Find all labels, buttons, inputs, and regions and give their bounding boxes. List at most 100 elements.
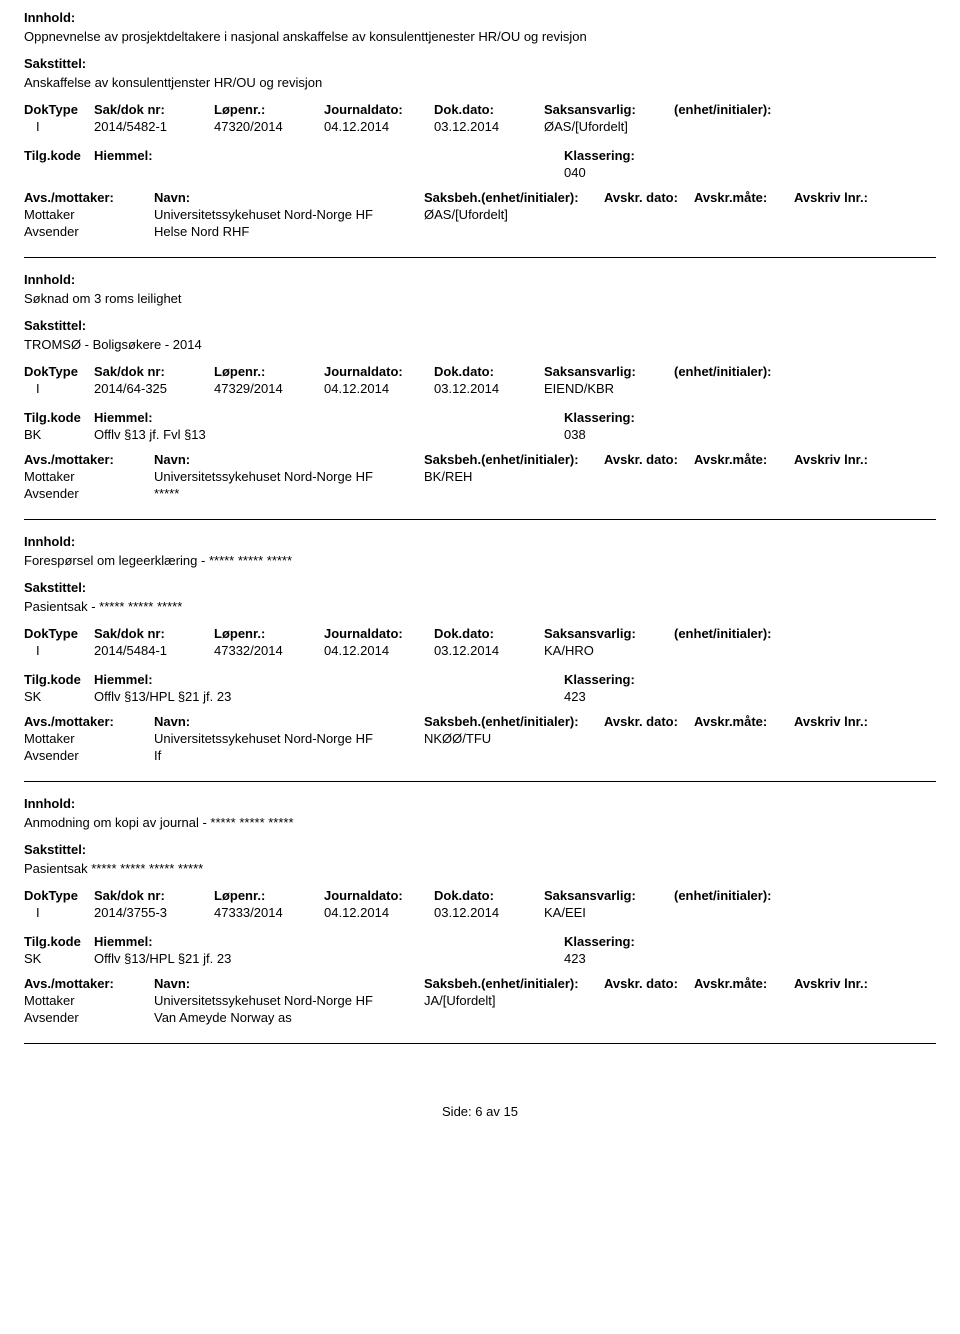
- mottaker-navn: Universitetssykehuset Nord-Norge HF: [154, 731, 424, 746]
- avs-mottaker-header: Avs./mottaker: Navn: Saksbeh.(enhet/init…: [24, 452, 936, 467]
- mottaker-row: Mottaker Universitetssykehuset Nord-Norg…: [24, 469, 936, 484]
- col-enhetinitialer: (enhet/initialer):: [674, 102, 834, 117]
- val-doktype: I: [24, 643, 94, 658]
- col-journaldato: Journaldato:: [324, 626, 434, 641]
- tilg-value-row: 040: [24, 165, 936, 180]
- val-tilgkode: SK: [24, 689, 94, 704]
- avsender-navn: If: [154, 748, 424, 763]
- avs-mottaker-header: Avs./mottaker: Navn: Saksbeh.(enhet/init…: [24, 976, 936, 991]
- val-klassering: 040: [564, 165, 936, 180]
- val-sakdoknr: 2014/5484-1: [94, 643, 214, 658]
- col-doktype: DokType: [24, 626, 94, 641]
- mottaker-label: Mottaker: [24, 469, 154, 484]
- val-saksansvarlig: EIEND/KBR: [544, 381, 674, 396]
- col-journaldato: Journaldato:: [324, 102, 434, 117]
- sakstittel-text: Pasientsak ***** ***** ***** *****: [24, 861, 936, 876]
- avsender-label: Avsender: [24, 1010, 154, 1025]
- sakstittel-label: Sakstittel:: [24, 56, 936, 71]
- entry-divider: [24, 1043, 936, 1044]
- innhold-text: Forespørsel om legeerklæring - ***** ***…: [24, 553, 936, 568]
- val-hjemmel: Offlv §13/HPL §21 jf. 23: [94, 689, 424, 704]
- journal-entry: Innhold: Søknad om 3 roms leilighet Saks…: [24, 272, 936, 501]
- entry-divider: [24, 781, 936, 782]
- col-avsmottaker: Avs./mottaker:: [24, 452, 154, 467]
- col-dokdato: Dok.dato:: [434, 626, 544, 641]
- meta-header-row: DokType Sak/dok nr: Løpenr.: Journaldato…: [24, 888, 936, 903]
- avsender-navn: *****: [154, 486, 424, 501]
- val-dokdato: 03.12.2014: [434, 643, 544, 658]
- mottaker-saksbeh: ØAS/[Ufordelt]: [424, 207, 604, 222]
- col-lopenr: Løpenr.:: [214, 364, 324, 379]
- avsender-row: Avsender If: [24, 748, 936, 763]
- footer-sep: av: [486, 1104, 500, 1119]
- val-doktype: I: [24, 381, 94, 396]
- val-doktype: I: [24, 119, 94, 134]
- col-lopenr: Løpenr.:: [214, 888, 324, 903]
- col-avskrivlnr: Avskriv lnr.:: [794, 976, 894, 991]
- col-navn: Navn:: [154, 452, 424, 467]
- journal-entry: Innhold: Forespørsel om legeerklæring - …: [24, 534, 936, 763]
- hjemmel-label: Hiemmel:: [94, 672, 424, 687]
- col-avskrmate: Avskr.måte:: [694, 714, 794, 729]
- tilg-value-row: BK Offlv §13 jf. Fvl §13 038: [24, 427, 936, 442]
- innhold-text: Anmodning om kopi av journal - ***** ***…: [24, 815, 936, 830]
- avsender-label: Avsender: [24, 224, 154, 239]
- tilgkode-label: Tilg.kode: [24, 410, 94, 425]
- val-klassering: 038: [564, 427, 936, 442]
- col-journaldato: Journaldato:: [324, 364, 434, 379]
- val-lopenr: 47333/2014: [214, 905, 324, 920]
- val-saksansvarlig: KA/HRO: [544, 643, 674, 658]
- val-hjemmel: Offlv §13/HPL §21 jf. 23: [94, 951, 424, 966]
- col-avskrmate: Avskr.måte:: [694, 976, 794, 991]
- val-sakdoknr: 2014/64-325: [94, 381, 214, 396]
- sakstittel-text: TROMSØ - Boligsøkere - 2014: [24, 337, 936, 352]
- col-saksbeh: Saksbeh.(enhet/initialer):: [424, 452, 604, 467]
- mottaker-saksbeh: JA/[Ufordelt]: [424, 993, 604, 1008]
- innhold-label: Innhold:: [24, 10, 936, 25]
- mottaker-label: Mottaker: [24, 731, 154, 746]
- tilg-header-row: Tilg.kode Hiemmel: Klassering:: [24, 148, 936, 163]
- col-journaldato: Journaldato:: [324, 888, 434, 903]
- val-lopenr: 47332/2014: [214, 643, 324, 658]
- meta-value-row: I 2014/5482-1 47320/2014 04.12.2014 03.1…: [24, 119, 936, 134]
- avsender-row: Avsender *****: [24, 486, 936, 501]
- col-saksbeh: Saksbeh.(enhet/initialer):: [424, 190, 604, 205]
- tilg-value-row: SK Offlv §13/HPL §21 jf. 23 423: [24, 951, 936, 966]
- col-dokdato: Dok.dato:: [434, 888, 544, 903]
- mottaker-row: Mottaker Universitetssykehuset Nord-Norg…: [24, 207, 936, 222]
- avs-mottaker-header: Avs./mottaker: Navn: Saksbeh.(enhet/init…: [24, 190, 936, 205]
- klassering-label: Klassering:: [564, 934, 936, 949]
- val-tilgkode: BK: [24, 427, 94, 442]
- mottaker-saksbeh: NKØØ/TFU: [424, 731, 604, 746]
- innhold-text: Søknad om 3 roms leilighet: [24, 291, 936, 306]
- val-hjemmel: [94, 165, 424, 180]
- innhold-text: Oppnevnelse av prosjektdeltakere i nasjo…: [24, 29, 936, 44]
- avsender-navn: Helse Nord RHF: [154, 224, 424, 239]
- col-avskrdato: Avskr. dato:: [604, 452, 694, 467]
- col-saksansvarlig: Saksansvarlig:: [544, 102, 674, 117]
- tilg-value-row: SK Offlv §13/HPL §21 jf. 23 423: [24, 689, 936, 704]
- meta-value-row: I 2014/5484-1 47332/2014 04.12.2014 03.1…: [24, 643, 936, 658]
- col-avskrmate: Avskr.måte:: [694, 452, 794, 467]
- col-avskrmate: Avskr.måte:: [694, 190, 794, 205]
- tilgkode-label: Tilg.kode: [24, 672, 94, 687]
- sakstittel-text: Pasientsak - ***** ***** *****: [24, 599, 936, 614]
- col-avskrdato: Avskr. dato:: [604, 976, 694, 991]
- meta-value-row: I 2014/3755-3 47333/2014 04.12.2014 03.1…: [24, 905, 936, 920]
- klassering-label: Klassering:: [564, 148, 936, 163]
- val-journaldato: 04.12.2014: [324, 381, 434, 396]
- avsender-row: Avsender Van Ameyde Norway as: [24, 1010, 936, 1025]
- val-dokdato: 03.12.2014: [434, 905, 544, 920]
- footer-page: 6: [475, 1104, 482, 1119]
- mottaker-navn: Universitetssykehuset Nord-Norge HF: [154, 469, 424, 484]
- val-klassering: 423: [564, 689, 936, 704]
- hjemmel-label: Hiemmel:: [94, 410, 424, 425]
- meta-value-row: I 2014/64-325 47329/2014 04.12.2014 03.1…: [24, 381, 936, 396]
- col-saksbeh: Saksbeh.(enhet/initialer):: [424, 714, 604, 729]
- col-saksansvarlig: Saksansvarlig:: [544, 888, 674, 903]
- tilgkode-label: Tilg.kode: [24, 148, 94, 163]
- col-navn: Navn:: [154, 976, 424, 991]
- col-sakdoknr: Sak/dok nr:: [94, 102, 214, 117]
- avsender-label: Avsender: [24, 486, 154, 501]
- col-avskrivlnr: Avskriv lnr.:: [794, 190, 894, 205]
